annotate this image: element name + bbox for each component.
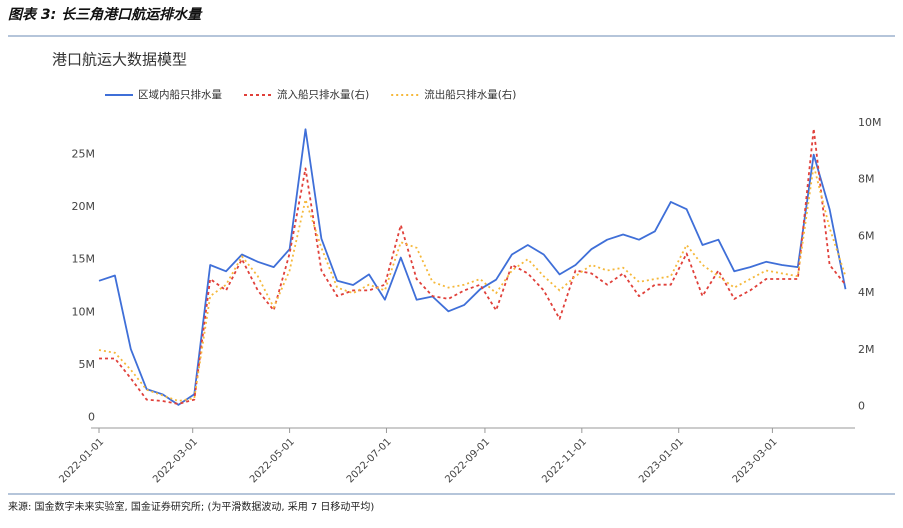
series-line [98,128,847,406]
x-tick-label: 2022-01-01 [57,436,106,485]
y-tick-label: 0 [88,410,95,423]
y2-tick-label: 2M [858,343,875,356]
y2-tick-label: 8M [858,173,875,186]
x-tick-label: 2023-01-01 [637,436,686,485]
y2-tick-label: 6M [858,229,875,242]
y2-tick-label: 0 [858,400,865,413]
x-tick-label: 2022-03-01 [151,436,200,485]
x-tick-label: 2022-07-01 [345,436,394,485]
x-tick-label: 2022-05-01 [248,436,297,485]
y2-tick-label: 10M [858,116,882,129]
y-tick-label: 10M [72,305,96,318]
y-tick-label: 5M [79,358,96,371]
series-line [98,164,847,402]
x-tick-label: 2022-11-01 [540,436,589,485]
legend-label: 流入船只排水量(右) [277,88,369,101]
legend-label: 区域内船只排水量 [138,88,222,101]
footer-source: 来源: 国金数字未来实验室, 国金证券研究所; (为平滑数据波动, 采用 7 日… [8,500,374,513]
x-tick-label: 2023-03-01 [731,436,780,485]
y-tick-label: 15M [72,253,96,266]
series-line [99,127,847,405]
legend-label: 流出船只排水量(右) [424,88,516,101]
header-title: 图表 3: 长三角港口航运排水量 [8,6,203,23]
y-tick-label: 25M [72,148,96,161]
chart-title: 港口航运大数据模型 [52,51,187,69]
y-tick-label: 20M [72,200,96,213]
x-tick-label: 2022-09-01 [443,436,492,485]
y2-tick-label: 4M [858,286,875,299]
